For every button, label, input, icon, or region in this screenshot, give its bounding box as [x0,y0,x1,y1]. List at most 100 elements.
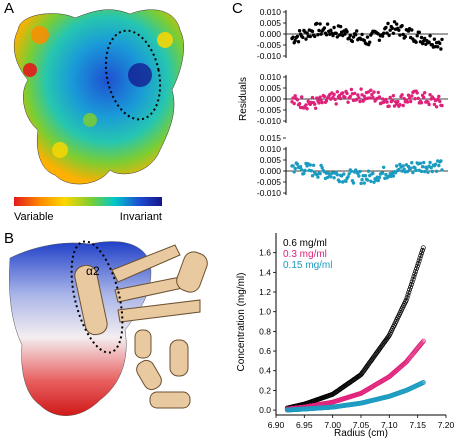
invariant-patch [128,63,152,87]
residual-point [332,176,336,180]
concentration-point [405,292,411,298]
concentration-point [411,274,417,280]
residual-point [291,96,295,100]
concentration-point [417,255,423,261]
residual-point [405,100,410,104]
x-tick-label: 7.15 [409,420,426,430]
residual-point [347,172,351,176]
residual-point [309,169,314,173]
residual-point [393,171,398,175]
residual-point [368,40,372,44]
residual-point [397,28,401,32]
residual-point [360,32,364,37]
residual-point [388,95,392,100]
panel-letter-a: A [4,0,15,17]
residual-point [347,36,351,40]
y-tick-label: 0.4 [259,366,271,376]
scale-label-variable: Variable [14,211,54,223]
residual-point [335,35,339,39]
residual-point [319,32,323,36]
residual-point [352,91,357,96]
residual-point [398,162,402,167]
residual-point [305,107,309,111]
residual-point [322,26,327,30]
residual-point [390,98,395,103]
x-tick-label: 6.90 [268,420,285,430]
y-tick-label: 0.8 [259,326,271,336]
concentration-point [404,295,410,301]
residual-point [308,163,312,167]
residual-point [387,104,391,108]
residual-point [318,171,322,176]
residual-point [382,165,386,169]
residual-point [410,94,414,98]
scale-label-invariant: Invariant [120,211,162,223]
residual-point [423,169,427,174]
residual-point [431,96,436,101]
x-tick-label: 6.95 [296,420,313,430]
residual-point [439,159,443,163]
y-tick-label: 1.0 [259,307,271,317]
residual-point [354,33,358,37]
residual-point [295,34,300,39]
residual-point [345,29,349,34]
x-tick-label: 7.05 [353,420,370,430]
residual-point [300,95,304,99]
residual-point [392,104,397,108]
residual-point [331,33,335,38]
residual-point [377,38,382,42]
concentration-point [410,276,416,282]
residual-point [436,45,440,49]
residual-point [426,170,430,174]
y-tick-label: -0.005 [257,177,281,187]
residual-point [329,175,333,179]
residual-point [419,169,424,174]
residual-point [349,87,354,92]
variable-patch [83,113,97,127]
residual-point [401,103,405,108]
residual-point [369,88,373,92]
residual-point [414,168,418,173]
residual-point [438,41,442,46]
residual-point [310,29,315,34]
variable-patch [157,32,173,48]
highlight-ellipse [104,29,162,121]
residual-point [438,99,442,104]
residual-point [401,32,405,37]
residual-point [343,32,347,36]
y-tick-label: 0.005 [260,155,282,165]
concentration-point [403,297,409,303]
residual-point [391,94,396,98]
beta-strand [111,244,181,283]
residual-point [369,179,373,183]
residual-point [402,167,406,171]
residual-point [319,98,323,102]
concentration-plot: 0.0 0.2 0.4 0.6 0.8 1.0 1.2 1.4 1.6 6.90 6.95 7.00 7… [236,233,455,439]
residual-point [428,160,432,165]
residual-point [339,174,344,178]
residual-point [385,31,389,35]
residual-point [429,166,433,170]
residual-point [386,21,390,26]
residual-point [397,167,401,172]
panel-b: α2 [9,240,208,416]
residual-point [380,34,385,38]
residual-point [400,24,404,28]
residual-point [377,95,382,99]
residual-point [317,101,321,105]
residual-point [376,90,380,95]
residual-point [384,97,388,102]
residual-point [297,29,302,33]
residual-point [362,94,366,99]
residual-point [433,162,438,166]
residual-point [343,95,347,100]
residual-point [292,170,296,174]
concentration-point [412,271,418,277]
residual-point [370,92,374,97]
concentration-point [420,339,425,345]
residual-point [310,95,315,100]
residual-point [371,171,375,175]
residual-point [337,33,342,37]
residual-point [362,38,366,43]
